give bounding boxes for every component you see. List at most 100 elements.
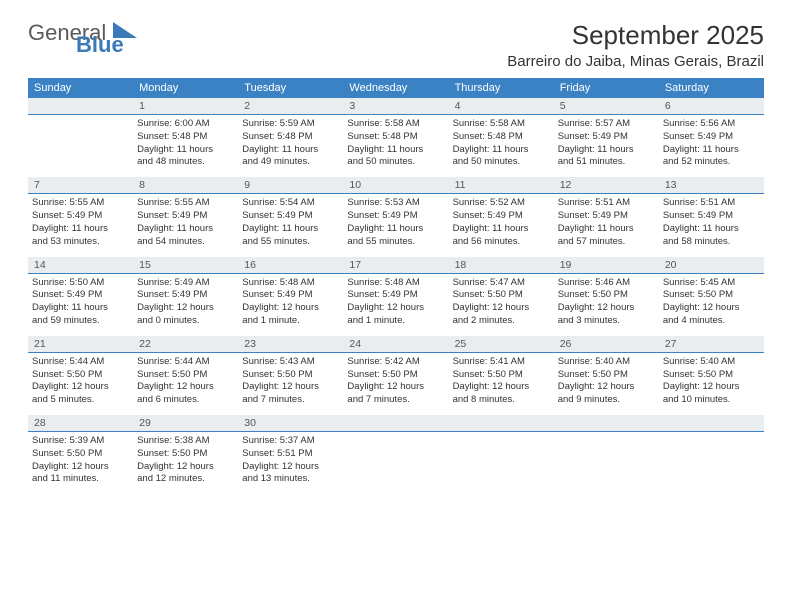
day-cell-line: Daylight: 11 hours bbox=[663, 144, 760, 157]
day-cell-line: Daylight: 12 hours bbox=[558, 302, 655, 315]
day-number-cell: 25 bbox=[449, 336, 554, 353]
day-cell-line: Sunrise: 5:40 AM bbox=[558, 356, 655, 369]
day-number-cell bbox=[28, 98, 133, 115]
day-cell-line: Sunrise: 5:50 AM bbox=[32, 277, 129, 290]
month-title: September 2025 bbox=[507, 20, 764, 51]
day-number-row: 14151617181920 bbox=[28, 257, 764, 274]
day-cell-line: Sunset: 5:49 PM bbox=[32, 210, 129, 223]
day-cell: Sunrise: 5:54 AMSunset: 5:49 PMDaylight:… bbox=[238, 194, 343, 257]
day-cell-line: Daylight: 11 hours bbox=[137, 223, 234, 236]
day-cell-line: and 10 minutes. bbox=[663, 394, 760, 407]
day-cell: Sunrise: 5:55 AMSunset: 5:49 PMDaylight:… bbox=[28, 194, 133, 257]
day-cell-line: and 5 minutes. bbox=[32, 394, 129, 407]
day-cell-line: Sunset: 5:49 PM bbox=[137, 289, 234, 302]
week-content-row: Sunrise: 5:44 AMSunset: 5:50 PMDaylight:… bbox=[28, 352, 764, 415]
day-cell-line: Sunset: 5:49 PM bbox=[663, 210, 760, 223]
calendar-table: SundayMondayTuesdayWednesdayThursdayFrid… bbox=[28, 78, 764, 494]
day-cell-line: Daylight: 12 hours bbox=[137, 302, 234, 315]
day-cell-line: Sunrise: 5:52 AM bbox=[453, 197, 550, 210]
day-number-cell: 12 bbox=[554, 177, 659, 194]
day-cell-line: Sunset: 5:49 PM bbox=[347, 289, 444, 302]
day-cell-line: and 2 minutes. bbox=[453, 315, 550, 328]
day-cell: Sunrise: 5:37 AMSunset: 5:51 PMDaylight:… bbox=[238, 432, 343, 495]
day-cell-line: Sunset: 5:50 PM bbox=[663, 369, 760, 382]
day-cell-line: and 7 minutes. bbox=[242, 394, 339, 407]
day-cell-line: Sunset: 5:50 PM bbox=[663, 289, 760, 302]
day-number-cell: 26 bbox=[554, 336, 659, 353]
day-cell-line: Daylight: 12 hours bbox=[453, 381, 550, 394]
day-number-cell: 22 bbox=[133, 336, 238, 353]
day-cell-line: Sunrise: 6:00 AM bbox=[137, 118, 234, 131]
day-cell-line: and 8 minutes. bbox=[453, 394, 550, 407]
day-cell-line: Sunset: 5:48 PM bbox=[347, 131, 444, 144]
day-number-cell: 6 bbox=[659, 98, 764, 115]
day-cell-line: Daylight: 11 hours bbox=[558, 223, 655, 236]
day-cell: Sunrise: 5:51 AMSunset: 5:49 PMDaylight:… bbox=[659, 194, 764, 257]
day-cell-line: Sunset: 5:49 PM bbox=[32, 289, 129, 302]
logo: General Blue bbox=[28, 20, 137, 46]
day-cell-line: Sunrise: 5:58 AM bbox=[347, 118, 444, 131]
day-cell: Sunrise: 5:49 AMSunset: 5:49 PMDaylight:… bbox=[133, 273, 238, 336]
day-number-cell: 3 bbox=[343, 98, 448, 115]
day-cell-line: and 51 minutes. bbox=[558, 156, 655, 169]
day-number-row: 282930 bbox=[28, 415, 764, 432]
day-cell-line: and 1 minute. bbox=[347, 315, 444, 328]
day-number-cell bbox=[554, 415, 659, 432]
day-cell-line: Daylight: 11 hours bbox=[453, 223, 550, 236]
day-cell-line: Sunset: 5:51 PM bbox=[242, 448, 339, 461]
day-number-cell: 14 bbox=[28, 257, 133, 274]
day-cell-line: Sunrise: 5:59 AM bbox=[242, 118, 339, 131]
day-number-cell: 27 bbox=[659, 336, 764, 353]
day-cell-line: Sunrise: 5:53 AM bbox=[347, 197, 444, 210]
day-cell-line: Daylight: 11 hours bbox=[663, 223, 760, 236]
day-cell-line: Daylight: 11 hours bbox=[453, 144, 550, 157]
day-cell-line: Daylight: 12 hours bbox=[453, 302, 550, 315]
day-cell-line: Sunset: 5:49 PM bbox=[663, 131, 760, 144]
day-cell-line: Sunset: 5:50 PM bbox=[558, 369, 655, 382]
day-cell: Sunrise: 5:57 AMSunset: 5:49 PMDaylight:… bbox=[554, 115, 659, 178]
day-cell-line: Sunset: 5:50 PM bbox=[347, 369, 444, 382]
day-cell-line: Sunset: 5:50 PM bbox=[242, 369, 339, 382]
day-cell-line: Daylight: 12 hours bbox=[32, 381, 129, 394]
day-number-cell: 7 bbox=[28, 177, 133, 194]
logo-blue-text: Blue bbox=[76, 32, 124, 58]
week-content-row: Sunrise: 5:50 AMSunset: 5:49 PMDaylight:… bbox=[28, 273, 764, 336]
day-cell-line: Daylight: 12 hours bbox=[347, 302, 444, 315]
day-cell: Sunrise: 5:56 AMSunset: 5:49 PMDaylight:… bbox=[659, 115, 764, 178]
day-cell-line: Sunset: 5:49 PM bbox=[558, 131, 655, 144]
day-header-cell: Saturday bbox=[659, 78, 764, 98]
day-cell-line: Sunset: 5:50 PM bbox=[137, 448, 234, 461]
day-cell-line: Sunset: 5:49 PM bbox=[347, 210, 444, 223]
day-header-cell: Friday bbox=[554, 78, 659, 98]
day-cell-line: and 12 minutes. bbox=[137, 473, 234, 486]
day-cell: Sunrise: 5:40 AMSunset: 5:50 PMDaylight:… bbox=[659, 352, 764, 415]
day-cell-line: and 56 minutes. bbox=[453, 236, 550, 249]
day-cell-line: Sunset: 5:50 PM bbox=[558, 289, 655, 302]
day-cell: Sunrise: 5:44 AMSunset: 5:50 PMDaylight:… bbox=[133, 352, 238, 415]
day-cell: Sunrise: 5:40 AMSunset: 5:50 PMDaylight:… bbox=[554, 352, 659, 415]
day-cell-line: and 48 minutes. bbox=[137, 156, 234, 169]
day-number-cell: 30 bbox=[238, 415, 343, 432]
day-cell-line: Sunrise: 5:38 AM bbox=[137, 435, 234, 448]
day-number-row: 21222324252627 bbox=[28, 336, 764, 353]
day-number-cell bbox=[343, 415, 448, 432]
day-cell-line: and 55 minutes. bbox=[347, 236, 444, 249]
day-cell-line: and 52 minutes. bbox=[663, 156, 760, 169]
day-number-cell: 19 bbox=[554, 257, 659, 274]
day-cell-line: Daylight: 12 hours bbox=[558, 381, 655, 394]
day-cell-line: Sunset: 5:50 PM bbox=[453, 369, 550, 382]
day-cell-line: Daylight: 11 hours bbox=[242, 144, 339, 157]
day-cell bbox=[449, 432, 554, 495]
day-cell-line: Sunrise: 5:51 AM bbox=[558, 197, 655, 210]
day-cell-line: Daylight: 11 hours bbox=[32, 223, 129, 236]
day-cell: Sunrise: 5:39 AMSunset: 5:50 PMDaylight:… bbox=[28, 432, 133, 495]
day-cell: Sunrise: 5:55 AMSunset: 5:49 PMDaylight:… bbox=[133, 194, 238, 257]
day-number-cell: 1 bbox=[133, 98, 238, 115]
day-cell: Sunrise: 5:59 AMSunset: 5:48 PMDaylight:… bbox=[238, 115, 343, 178]
day-number-cell: 20 bbox=[659, 257, 764, 274]
header: General Blue September 2025 Barreiro do … bbox=[28, 20, 764, 70]
day-number-cell: 23 bbox=[238, 336, 343, 353]
day-cell-line: Daylight: 11 hours bbox=[347, 144, 444, 157]
day-number-cell: 10 bbox=[343, 177, 448, 194]
day-cell: Sunrise: 5:44 AMSunset: 5:50 PMDaylight:… bbox=[28, 352, 133, 415]
